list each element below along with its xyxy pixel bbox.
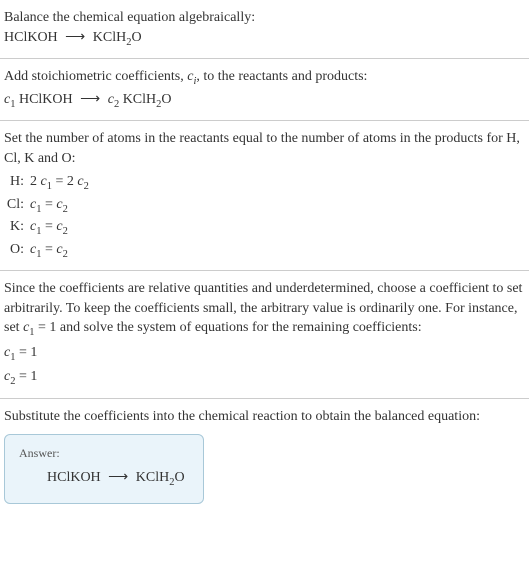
balanced-equation: HClKOH ⟶ KClH2O bbox=[19, 468, 189, 490]
section-answer: Substitute the coefficients into the che… bbox=[0, 399, 529, 512]
atom-label: O: bbox=[6, 240, 30, 260]
atom-eq: c1 = c2 bbox=[30, 217, 68, 239]
table-row: O: c1 = c2 bbox=[6, 240, 525, 262]
atom-label: H: bbox=[6, 172, 30, 192]
atom-eq: 2 c1 = 2 c2 bbox=[30, 172, 89, 194]
s2: 2 bbox=[63, 248, 68, 259]
l2v: = 1 bbox=[15, 369, 37, 384]
stoich-equation: c1 HClKOH ⟶ c2 KClH2O bbox=[4, 90, 525, 112]
product-part2: O bbox=[131, 30, 141, 45]
eq-sign: = bbox=[41, 242, 56, 257]
arrow-icon: ⟶ bbox=[108, 468, 128, 488]
coeff-line-2: c2 = 1 bbox=[4, 367, 525, 389]
lhs-coeff: 2 bbox=[30, 174, 41, 189]
table-row: H: 2 c1 = 2 c2 bbox=[6, 172, 525, 194]
table-row: Cl: c1 = c2 bbox=[6, 195, 525, 217]
answer-intro: Substitute the coefficients into the che… bbox=[4, 407, 525, 427]
l1v: = 1 bbox=[15, 345, 37, 360]
answer-box: Answer: HClKOH ⟶ KClH2O bbox=[4, 434, 204, 503]
atom-table: H: 2 c1 = 2 c2 Cl: c1 = c2 K: c1 = c2 O:… bbox=[6, 172, 525, 262]
atom-eq: c1 = c2 bbox=[30, 195, 68, 217]
section-solve: Since the coefficients are relative quan… bbox=[0, 271, 529, 399]
solve-para: Since the coefficients are relative quan… bbox=[4, 279, 525, 341]
atom-eq: c1 = c2 bbox=[30, 240, 68, 262]
product-part2: O bbox=[174, 470, 184, 485]
s2: 2 bbox=[84, 181, 89, 192]
stoich-sp1: HClKOH bbox=[15, 92, 76, 107]
s2: 2 bbox=[63, 204, 68, 215]
stoich-tail: O bbox=[161, 92, 171, 107]
s2: 2 bbox=[63, 226, 68, 237]
eq-sign: = bbox=[41, 197, 56, 212]
arrow-icon: ⟶ bbox=[80, 90, 100, 110]
answer-label: Answer: bbox=[19, 445, 189, 462]
stoich-sp2: KClH bbox=[119, 92, 156, 107]
section-atoms: Set the number of atoms in the reactants… bbox=[0, 121, 529, 271]
coeff-line-1: c1 = 1 bbox=[4, 343, 525, 365]
atoms-intro: Set the number of atoms in the reactants… bbox=[4, 129, 525, 168]
stoich-intro-post: , to the reactants and products: bbox=[196, 69, 367, 84]
solve-para-b: = 1 and solve the system of equations fo… bbox=[35, 320, 422, 335]
section-stoich: Add stoichiometric coefficients, ci, to … bbox=[0, 59, 529, 121]
eq-sign: = bbox=[41, 219, 56, 234]
prompt-line: Balance the chemical equation algebraica… bbox=[4, 8, 525, 28]
reactant: HClKOH bbox=[4, 30, 58, 45]
unbalanced-equation: HClKOH ⟶ KClH2O bbox=[4, 28, 525, 50]
reactant: HClKOH bbox=[47, 470, 101, 485]
stoich-intro: Add stoichiometric coefficients, ci, to … bbox=[4, 67, 525, 89]
atom-label: K: bbox=[6, 217, 30, 237]
arrow-icon: ⟶ bbox=[65, 28, 85, 48]
eq-sign: = 2 bbox=[52, 174, 77, 189]
stoich-intro-pre: Add stoichiometric coefficients, bbox=[4, 69, 187, 84]
atom-label: Cl: bbox=[6, 195, 30, 215]
product-part1: KClH bbox=[93, 30, 126, 45]
section-problem: Balance the chemical equation algebraica… bbox=[0, 0, 529, 59]
table-row: K: c1 = c2 bbox=[6, 217, 525, 239]
product-part1: KClH bbox=[136, 470, 169, 485]
